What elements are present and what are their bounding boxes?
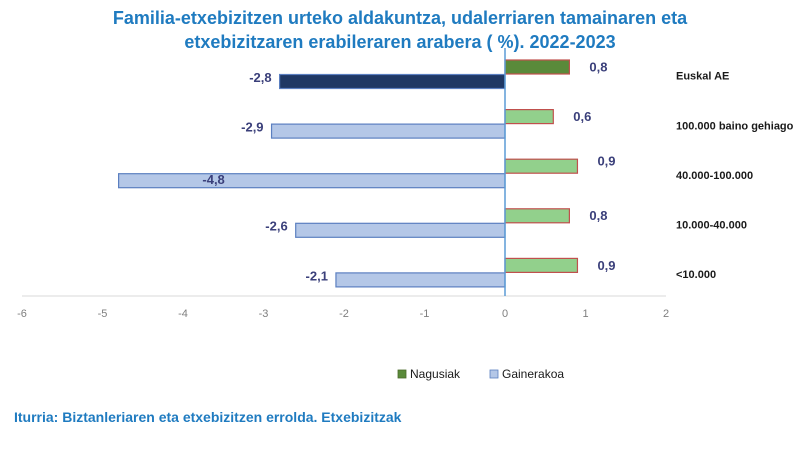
x-tick-label: -4: [178, 308, 188, 320]
source-note: Iturria: Biztanleriaren eta etxebizitzen…: [14, 409, 402, 425]
category-label: 10.000-40.000: [676, 220, 747, 232]
data-label-gainerakoa: -4,8: [202, 172, 224, 187]
bar-gainerakoa: [335, 272, 506, 288]
legend-swatch-nagusiak: [397, 369, 407, 379]
x-tick-label: 1: [582, 308, 588, 320]
bar-gainerakoa: [295, 222, 506, 238]
data-label-gainerakoa: -2,6: [265, 219, 287, 234]
data-label-nagusiak: 0,8: [589, 59, 607, 74]
bar-nagusiak: [504, 59, 571, 75]
x-tick-label: -1: [420, 308, 430, 320]
x-tick-label: -3: [259, 308, 269, 320]
data-label-gainerakoa: -2,9: [241, 120, 263, 135]
data-label-nagusiak: 0,9: [597, 258, 615, 273]
category-label: 40.000-100.000: [676, 170, 753, 182]
legend-label-nagusiak: Nagusiak: [410, 367, 461, 381]
x-tick-label: 0: [502, 308, 508, 320]
category-label: Euskal AE: [676, 71, 729, 83]
bar-gainerakoa: [279, 73, 506, 90]
data-label-gainerakoa: -2,8: [249, 70, 271, 85]
bar-nagusiak: [504, 158, 579, 174]
bar-nagusiak: [504, 208, 571, 224]
bar-gainerakoa: [117, 173, 506, 189]
bar-gainerakoa: [270, 123, 506, 139]
data-label-nagusiak: 0,8: [589, 208, 607, 223]
x-tick-label: 2: [663, 308, 669, 320]
bar-nagusiak: [504, 108, 554, 125]
legend-label-gainerakoa: Gainerakoa: [502, 367, 564, 381]
chart-title: Familia-etxebizitzen urteko aldakuntza, …: [0, 6, 800, 54]
chart-title-line-1: Familia-etxebizitzen urteko aldakuntza, …: [112, 8, 688, 28]
x-tick-label: -5: [98, 308, 108, 320]
data-label-nagusiak: 0,9: [597, 154, 615, 169]
bar-nagusiak: [504, 257, 579, 273]
data-label-gainerakoa: -2,1: [306, 268, 328, 283]
category-label: <10.000: [676, 269, 716, 281]
x-tick-label: -6: [17, 308, 27, 320]
legend-swatch-gainerakoa: [489, 369, 499, 379]
chart-title-line-2: etxebizitzaren erabileraren arabera ( %)…: [184, 32, 616, 52]
x-tick-label: -2: [339, 308, 349, 320]
category-label: 100.000 baino gehiago: [676, 120, 794, 132]
data-label-nagusiak: 0,6: [573, 109, 591, 124]
